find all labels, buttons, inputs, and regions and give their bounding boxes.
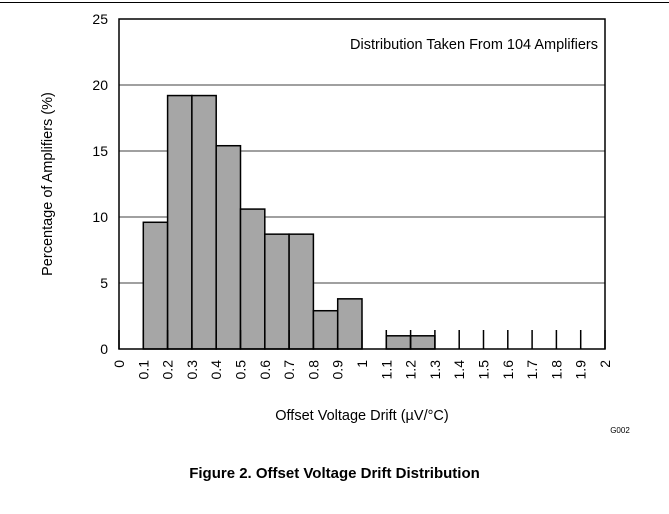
histogram-bar xyxy=(409,335,436,350)
x-tick-labels: 0 0.1 0.2 0.3 0.4 0.5 0.6 0.7 0.8 0.9 1 1.1 1.2 1.3 1.… xyxy=(111,360,613,380)
x-tick-label: 0.8 xyxy=(305,360,321,380)
x-tick-label: 0.7 xyxy=(281,360,297,380)
y-axis-label: Percentage of Amplifiers (%) xyxy=(40,92,56,276)
histogram-chart: 0 5 10 15 20 25 0 0.1 0.2 0.3 0.4 0.5 0.6 0.7 0.8 0.9 1… xyxy=(40,11,630,435)
histogram-bar xyxy=(215,144,242,350)
y-tick-label: 15 xyxy=(92,143,108,159)
x-tick-label: 1.8 xyxy=(548,360,564,380)
x-tick-label: 1.3 xyxy=(427,360,443,380)
histogram-bar xyxy=(288,233,315,350)
tick-marks xyxy=(118,330,606,349)
x-tick-label: 1.4 xyxy=(451,360,467,380)
y-tick-labels: 0 5 10 15 20 25 xyxy=(92,11,108,357)
plot-frame xyxy=(118,18,606,350)
chart-annotation: Distribution Taken From 104 Amplifiers xyxy=(350,37,598,53)
x-tick-label: 0.2 xyxy=(160,360,176,380)
histogram-bar xyxy=(312,309,339,350)
y-tick-label: 0 xyxy=(100,341,108,357)
x-tick-label: 0 xyxy=(111,360,127,368)
header-rule xyxy=(0,2,669,3)
x-tick-label: 1.9 xyxy=(573,360,589,380)
x-tick-label: 1.2 xyxy=(403,360,419,380)
y-tick-label: 25 xyxy=(92,11,108,27)
x-tick-label: 1.6 xyxy=(500,360,516,380)
bars xyxy=(142,94,436,350)
histogram-bar xyxy=(166,94,193,350)
figure-caption: Figure 2. Offset Voltage Drift Distribut… xyxy=(189,465,480,482)
histogram-bar xyxy=(191,94,217,350)
y-tick-label: 5 xyxy=(100,275,108,291)
x-tick-label: 0.1 xyxy=(135,360,151,380)
histogram-bar xyxy=(264,233,290,350)
x-tick-label: 0.9 xyxy=(330,360,346,380)
x-tick-label: 1.1 xyxy=(378,360,394,380)
y-tick-label: 20 xyxy=(92,77,108,93)
x-tick-label: 1.5 xyxy=(476,360,492,380)
figure-code: G002 xyxy=(610,426,630,435)
y-tick-label: 10 xyxy=(92,209,108,225)
x-tick-label: 0.4 xyxy=(208,360,224,380)
x-tick-label: 0.5 xyxy=(233,360,249,380)
x-tick-label: 1.7 xyxy=(524,360,540,380)
x-tick-label: 0.6 xyxy=(257,360,273,380)
histogram-bar xyxy=(239,208,266,350)
x-axis-label: Offset Voltage Drift (µV/°C) xyxy=(275,408,448,424)
x-tick-label: 2 xyxy=(597,360,613,368)
histogram-bar xyxy=(142,221,169,350)
x-tick-label: 1 xyxy=(354,360,370,368)
histogram-bar xyxy=(385,335,412,350)
histogram-bar xyxy=(336,298,363,350)
x-tick-label: 0.3 xyxy=(184,360,200,380)
